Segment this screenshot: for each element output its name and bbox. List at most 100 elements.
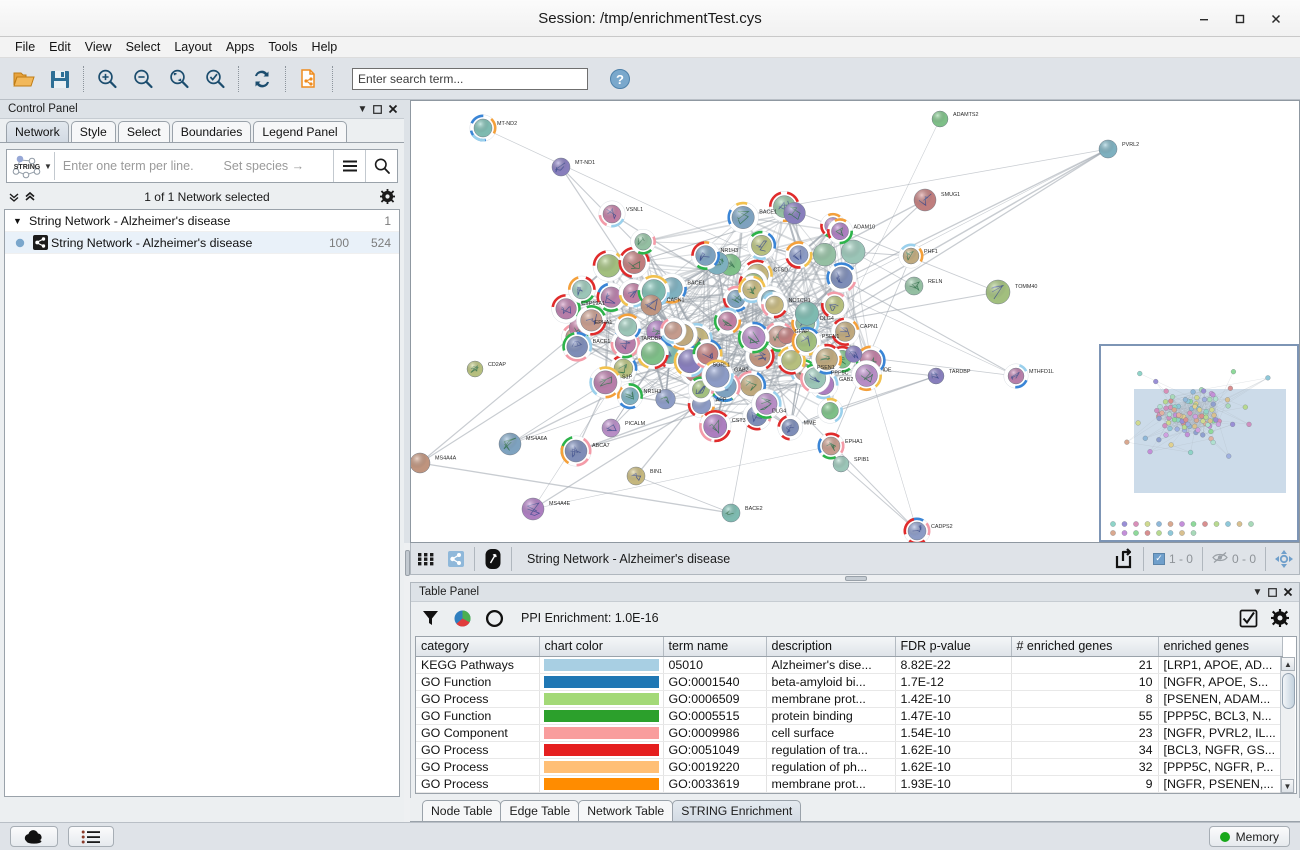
network-node[interactable] — [727, 201, 759, 234]
table-row[interactable]: GO Function GO:0005515 protein binding 1.47… — [416, 707, 1283, 725]
menu-tools[interactable]: Tools — [268, 40, 298, 54]
network-node[interactable] — [827, 218, 854, 245]
network-node[interactable] — [630, 228, 656, 255]
network-view-icon[interactable] — [29, 235, 51, 250]
table-row[interactable]: GO Function GO:0001540 beta-amyloid bi... 1… — [416, 673, 1283, 691]
splitter-grip[interactable] — [405, 550, 410, 576]
network-node[interactable] — [551, 157, 571, 177]
maximize-icon[interactable] — [1222, 4, 1258, 34]
network-node[interactable] — [737, 321, 770, 354]
column-header-description[interactable]: description — [766, 637, 896, 657]
chevron-down-icon[interactable]: ▼ — [44, 161, 52, 171]
network-node[interactable] — [562, 331, 593, 362]
chevron-double-up-icon[interactable] — [22, 188, 38, 206]
network-node[interactable] — [601, 418, 621, 438]
network-node[interactable] — [592, 250, 625, 282]
network-node[interactable] — [812, 242, 837, 267]
network-node[interactable] — [692, 338, 723, 369]
network-node[interactable] — [903, 517, 931, 542]
enrichment-table[interactable]: category chart color term name description F… — [415, 636, 1297, 794]
network-node[interactable] — [589, 366, 622, 399]
network-node[interactable] — [985, 279, 1011, 305]
vertical-splitter[interactable] — [404, 100, 411, 576]
network-node[interactable] — [1003, 363, 1029, 389]
tab-network-table[interactable]: Network Table — [578, 800, 674, 821]
checkbox-icon[interactable]: ✓ — [1152, 552, 1165, 565]
network-view-canvas[interactable]: MT-ND2 MT-ND1 VSNL1 CD2AP MS4A6A MS4A4A MS4A4E… — [410, 100, 1300, 543]
close-icon[interactable] — [1258, 4, 1294, 34]
string-term-input[interactable]: Enter one term per line. Set species → — [55, 159, 333, 173]
network-node[interactable] — [691, 241, 720, 270]
float-panel-icon[interactable] — [1265, 585, 1280, 600]
network-node[interactable] — [817, 432, 845, 460]
help-icon[interactable]: ? — [602, 61, 638, 97]
tab-edge-table[interactable]: Edge Table — [500, 800, 580, 821]
save-session-icon[interactable] — [42, 61, 78, 97]
chevron-down-icon[interactable]: ▼ — [357, 103, 368, 115]
network-node[interactable] — [830, 317, 860, 346]
zoom-out-icon[interactable] — [125, 61, 161, 97]
minimize-icon[interactable] — [1186, 4, 1222, 34]
tree-child-row[interactable]: String Network - Alzheimer's disease 100… — [5, 232, 399, 254]
network-node[interactable] — [832, 455, 850, 473]
network-node[interactable] — [841, 239, 866, 265]
network-node[interactable] — [898, 243, 924, 269]
network-node[interactable] — [596, 282, 627, 312]
tab-legend-panel[interactable]: Legend Panel — [253, 121, 347, 142]
column-header-chart_color[interactable]: chart color — [539, 637, 664, 657]
network-node[interactable] — [817, 397, 843, 424]
network-node[interactable] — [640, 294, 662, 316]
tab-boundaries[interactable]: Boundaries — [171, 121, 252, 142]
column-header-term_name[interactable]: term name — [663, 637, 767, 657]
network-node[interactable] — [851, 360, 882, 391]
filter-funnel-icon[interactable] — [419, 606, 441, 630]
table-row[interactable]: GO Process GO:0006509 membrane prot... 1.42… — [416, 690, 1283, 708]
triangle-down-icon[interactable]: ▼ — [13, 215, 22, 226]
float-panel-icon[interactable] — [370, 102, 385, 117]
tab-string-enrichment[interactable]: STRING Enrichment — [672, 800, 802, 821]
protein-network-graph[interactable]: MT-ND2 MT-ND1 VSNL1 CD2AP MS4A6A MS4A4A MS4A4E… — [411, 101, 1299, 542]
network-node[interactable] — [598, 200, 626, 228]
zoom-in-icon[interactable] — [89, 61, 125, 97]
close-icon[interactable] — [385, 102, 400, 117]
network-node[interactable] — [560, 435, 592, 467]
network-node[interactable] — [751, 388, 782, 419]
network-node[interactable] — [927, 367, 945, 385]
column-header-fdr[interactable]: FDR p-value — [895, 637, 1012, 657]
column-header-num_genes[interactable]: # enriched genes — [1011, 637, 1159, 657]
table-vertical-scrollbar[interactable]: ▲ ▼ — [1280, 657, 1295, 793]
scrollbar-thumb[interactable] — [1282, 673, 1295, 709]
network-node[interactable] — [913, 188, 937, 212]
column-header-genes[interactable]: enriched genes — [1158, 637, 1283, 657]
eye-slash-icon[interactable] — [1212, 551, 1228, 567]
tab-node-table[interactable]: Node Table — [422, 800, 502, 821]
table-row[interactable]: GO Process GO:0051049 regulation of tra...… — [416, 741, 1283, 759]
network-node[interactable] — [904, 276, 924, 296]
menu-layout[interactable]: Layout — [174, 40, 212, 54]
network-node[interactable] — [746, 230, 777, 260]
pie-chart-icon[interactable] — [451, 606, 473, 630]
network-node[interactable] — [521, 497, 545, 521]
network-node[interactable] — [576, 305, 607, 336]
network-node[interactable] — [498, 432, 522, 456]
network-node[interactable] — [777, 327, 795, 345]
close-icon[interactable] — [1280, 585, 1295, 600]
table-row[interactable]: GO Process GO:0033619 membrane prot... 1.93… — [416, 775, 1283, 793]
birds-eye-view[interactable] — [1099, 344, 1299, 542]
scroll-down-icon[interactable]: ▼ — [1281, 779, 1294, 793]
table-row[interactable]: GO Process GO:0050435beta-amyloid m...2.0… — [416, 792, 1283, 793]
search-icon[interactable] — [365, 150, 397, 182]
menu-view[interactable]: View — [84, 40, 112, 54]
network-node[interactable] — [811, 343, 843, 375]
string-logo-icon[interactable]: STRING — [7, 150, 47, 182]
cloud-status-icon[interactable] — [10, 826, 58, 847]
grid-layout-icon[interactable] — [411, 545, 441, 573]
gear-icon[interactable] — [1269, 606, 1291, 630]
table-row[interactable]: GO Component GO:0009986 cell surface 1.54E-… — [416, 724, 1283, 742]
network-node[interactable] — [614, 313, 642, 341]
memory-status-button[interactable]: Memory — [1208, 826, 1290, 847]
zoom-fit-icon[interactable] — [161, 61, 197, 97]
donut-ring-icon[interactable] — [483, 606, 505, 630]
tree-root-row[interactable]: ▼ String Network - Alzheimer's disease 1 — [5, 210, 399, 232]
network-node[interactable] — [785, 241, 813, 269]
